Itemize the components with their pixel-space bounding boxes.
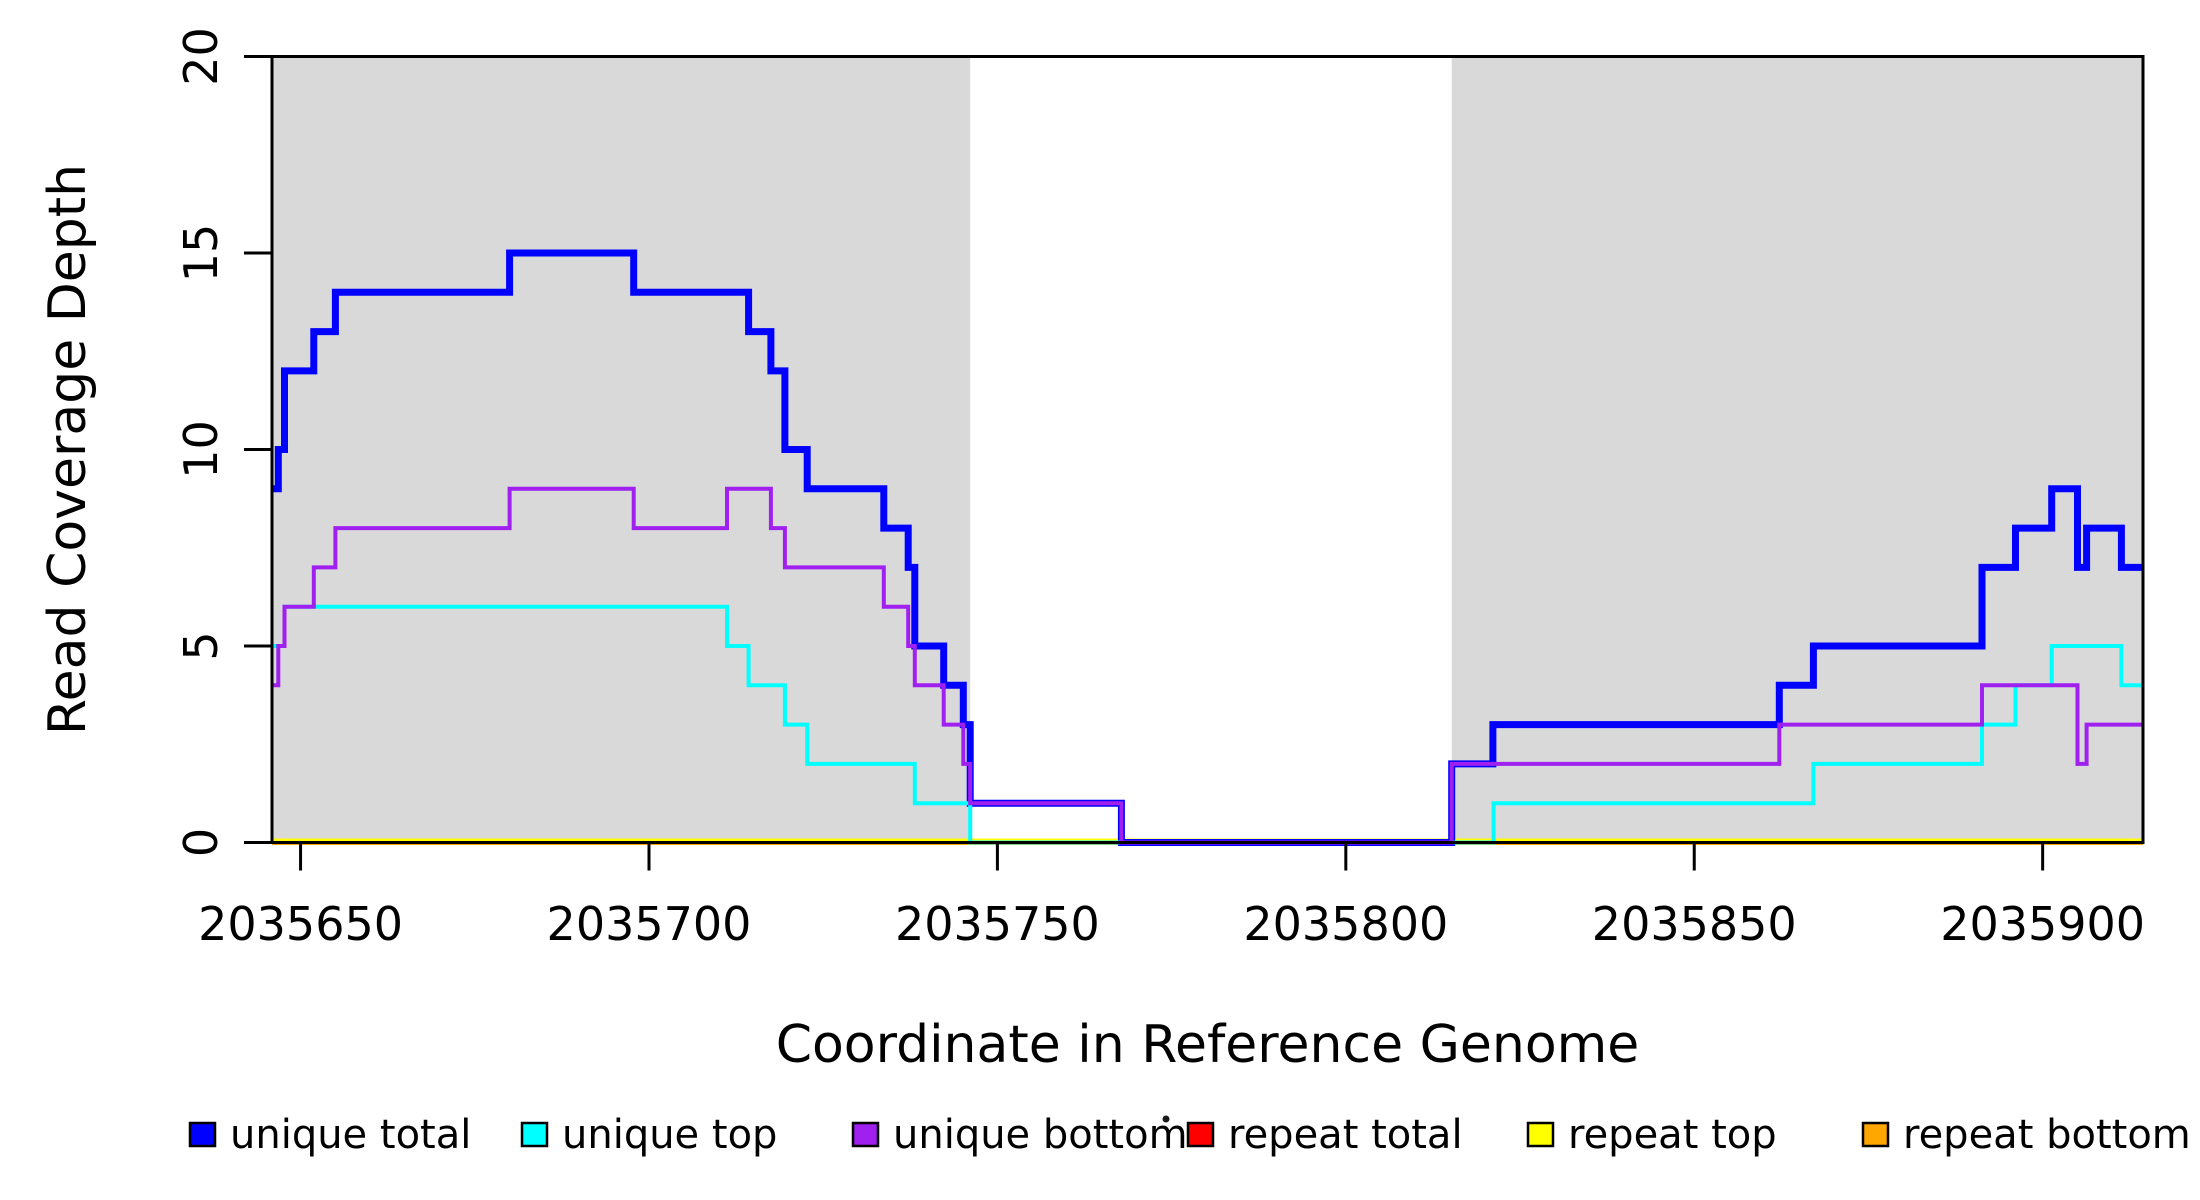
legend-label-unique-total: unique total bbox=[230, 1112, 471, 1158]
legend-label-repeat-top: repeat top bbox=[1568, 1112, 1777, 1158]
legend-swatch-unique-top bbox=[520, 1121, 549, 1148]
stray-dot bbox=[1162, 1115, 1170, 1123]
x-axis-title: Coordinate in Reference Genome bbox=[776, 1015, 1640, 1075]
x-tick-label: 2035750 bbox=[895, 897, 1100, 951]
series-line-unique-bottom bbox=[272, 486, 2143, 845]
x-tick-label: 2035850 bbox=[1592, 897, 1797, 951]
legend-swatch-repeat-top bbox=[1526, 1121, 1555, 1148]
x-tick-label: 2035650 bbox=[198, 897, 403, 951]
series-line-unique-total bbox=[272, 249, 2143, 846]
legend-swatch-repeat-bottom bbox=[1861, 1121, 1890, 1148]
y-axis-title: Read Coverage Depth bbox=[38, 164, 98, 735]
legend-label-unique-bottom: unique bottom bbox=[893, 1112, 1188, 1158]
legend-label-unique-top: unique top bbox=[562, 1112, 777, 1158]
y-tick-label: 5 bbox=[174, 631, 228, 660]
y-tick-label: 15 bbox=[174, 224, 228, 283]
y-tick-label: 10 bbox=[174, 420, 228, 479]
shaded-region-1 bbox=[272, 56, 971, 843]
legend-label-repeat-bottom: repeat bottom bbox=[1903, 1112, 2191, 1158]
x-tick-label: 2035900 bbox=[1940, 897, 2145, 951]
y-tick-label: 0 bbox=[174, 828, 228, 857]
legend-swatch-unique-bottom bbox=[851, 1121, 880, 1148]
x-tick-label: 2035800 bbox=[1243, 897, 1448, 951]
legend-swatch-unique-total bbox=[188, 1121, 217, 1148]
x-tick-label: 2035700 bbox=[547, 897, 752, 951]
legend-swatch-repeat-total bbox=[1186, 1121, 1215, 1148]
legend-label-repeat-total: repeat total bbox=[1228, 1112, 1463, 1158]
y-tick-label: 20 bbox=[174, 27, 228, 86]
shaded-region-2 bbox=[1451, 56, 2143, 843]
